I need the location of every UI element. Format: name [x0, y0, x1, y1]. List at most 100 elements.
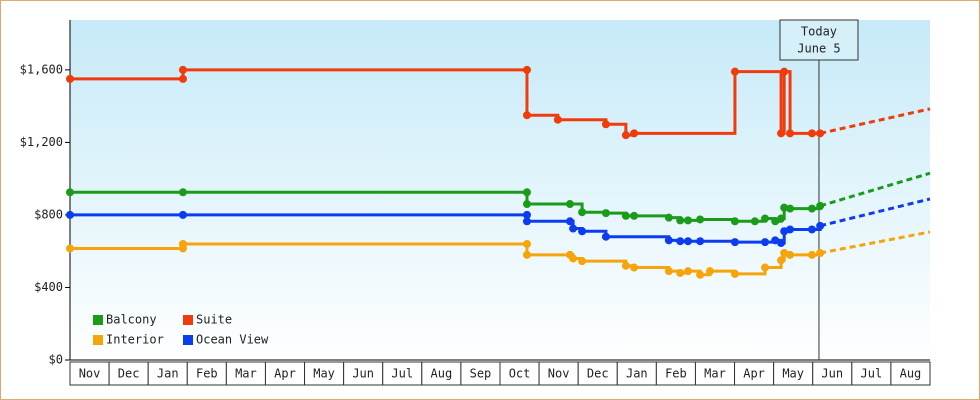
point — [522, 250, 531, 259]
point — [522, 210, 531, 219]
point — [553, 115, 562, 124]
point — [664, 236, 673, 245]
point — [696, 270, 705, 279]
point — [730, 217, 739, 226]
x-tick-label: Feb — [665, 367, 687, 381]
point — [621, 131, 630, 140]
point — [761, 263, 770, 272]
point — [761, 214, 770, 223]
point — [565, 217, 574, 226]
legend-label: Ocean View — [196, 333, 269, 347]
point — [522, 188, 531, 197]
point — [761, 238, 770, 247]
point — [621, 211, 630, 220]
projection-line — [819, 171, 931, 208]
point — [664, 213, 673, 222]
point — [601, 209, 610, 218]
point — [522, 200, 531, 209]
y-tick-label: $0 — [49, 353, 63, 367]
point — [565, 200, 574, 209]
projection-line — [819, 107, 931, 135]
point — [807, 204, 816, 213]
point — [664, 267, 673, 276]
point — [621, 261, 630, 270]
y-tick-label: $1,200 — [20, 135, 63, 149]
point — [786, 129, 795, 138]
legend-swatch — [183, 335, 193, 345]
point — [630, 263, 639, 272]
today-box — [779, 19, 859, 61]
today-label: June 5 — [797, 42, 840, 56]
point — [816, 249, 825, 258]
x-tick-label: Jan — [157, 367, 179, 381]
point — [816, 221, 825, 230]
point — [66, 188, 74, 197]
point — [777, 239, 786, 248]
x-tick-label: May — [782, 367, 804, 381]
point — [684, 267, 693, 276]
point — [66, 210, 74, 219]
x-tick-label: Dec — [118, 367, 140, 381]
point — [578, 227, 587, 236]
point — [522, 217, 531, 226]
point — [780, 67, 789, 76]
point — [786, 250, 795, 259]
point — [676, 268, 685, 277]
x-tick-label: Feb — [196, 367, 218, 381]
legend-label: Interior — [106, 333, 164, 347]
point — [807, 225, 816, 234]
point — [777, 256, 786, 265]
point — [676, 216, 685, 225]
y-tick-label: $400 — [34, 280, 63, 294]
point — [601, 232, 610, 241]
today-label: Today — [801, 25, 837, 39]
x-tick-label: Nov — [548, 367, 570, 381]
x-tick-label: Aug — [431, 367, 453, 381]
point — [816, 201, 825, 210]
point — [786, 204, 795, 213]
point — [807, 250, 816, 259]
point — [777, 214, 786, 223]
x-tick-label: Apr — [743, 367, 765, 381]
legend-swatch — [183, 315, 193, 325]
y-tick-label: $1,600 — [20, 62, 63, 76]
x-tick-label: Jul — [861, 367, 883, 381]
point — [569, 254, 578, 263]
point — [750, 217, 759, 226]
point — [66, 74, 74, 83]
x-tick-label: Mar — [235, 367, 257, 381]
x-tick-label: Aug — [900, 367, 922, 381]
x-tick-label: Sep — [470, 367, 492, 381]
x-tick-label: May — [313, 367, 335, 381]
x-tick-label: Jul — [391, 367, 413, 381]
legend-swatch — [93, 315, 103, 325]
point — [569, 224, 578, 233]
point — [696, 237, 705, 246]
point — [66, 244, 74, 253]
x-tick-label: Mar — [704, 367, 726, 381]
point — [601, 120, 610, 129]
point — [178, 210, 187, 219]
point — [777, 129, 786, 138]
point — [578, 257, 587, 266]
point — [705, 267, 714, 276]
point — [630, 211, 639, 220]
x-tick-label: Apr — [274, 367, 296, 381]
point — [522, 111, 531, 120]
plot-area — [70, 20, 930, 360]
point — [630, 129, 639, 138]
x-tick-label: Jun — [821, 367, 843, 381]
point — [522, 65, 531, 74]
point — [696, 215, 705, 224]
point — [178, 188, 187, 197]
x-tick-label: Jun — [352, 367, 374, 381]
x-tick-label: Dec — [587, 367, 609, 381]
y-tick-label: $800 — [34, 207, 63, 221]
projection-line — [819, 197, 931, 228]
point — [730, 67, 739, 76]
point — [816, 129, 825, 138]
x-tick-label: Nov — [79, 367, 101, 381]
projection-line — [819, 230, 931, 255]
point — [684, 216, 693, 225]
